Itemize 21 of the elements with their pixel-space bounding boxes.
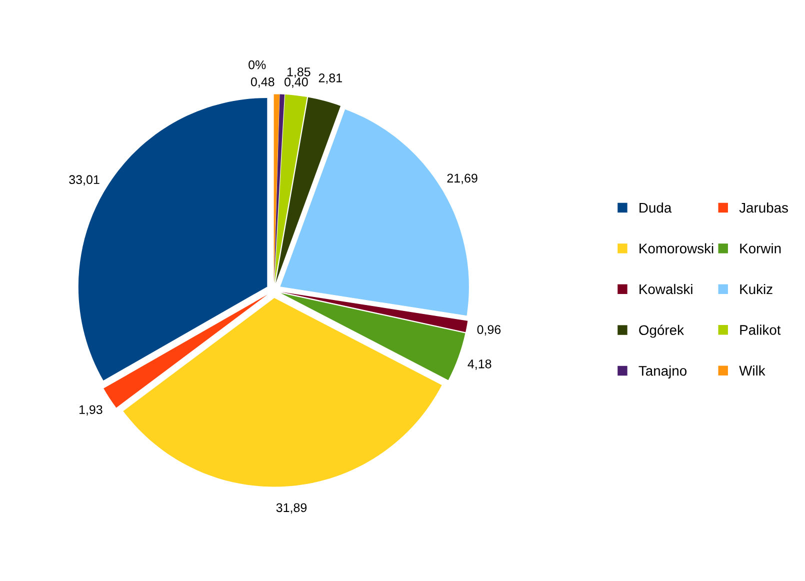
data-label: 1,93 [79, 405, 102, 416]
legend-label: Duda [640, 202, 672, 213]
data-label: 2,81 [318, 74, 342, 84]
legend-label: Kukiz [740, 284, 772, 294]
legend-label: Komorowski [640, 243, 714, 254]
legend-label: Jarubas [739, 202, 788, 213]
data-label: 1,85 [287, 67, 310, 78]
legend-label: Wilk [739, 365, 766, 376]
legend-label: Korwin [740, 243, 781, 254]
data-label: 0,40 [284, 78, 308, 88]
data-label: 33,01 [69, 175, 100, 186]
data-label: 4,18 [468, 359, 492, 370]
legend-label: Palikot [740, 324, 781, 335]
legend-label: Ogórek [639, 324, 684, 338]
data-label: 31,89 [276, 503, 307, 514]
legend-label: Kowalski [640, 284, 692, 294]
legend-label: Tanajno [638, 366, 686, 379]
text: 0% [248, 60, 266, 70]
data-label: 0,48 [250, 77, 274, 88]
data-label: 0,96 [477, 325, 501, 336]
data-label: 21,69 [447, 174, 478, 184]
